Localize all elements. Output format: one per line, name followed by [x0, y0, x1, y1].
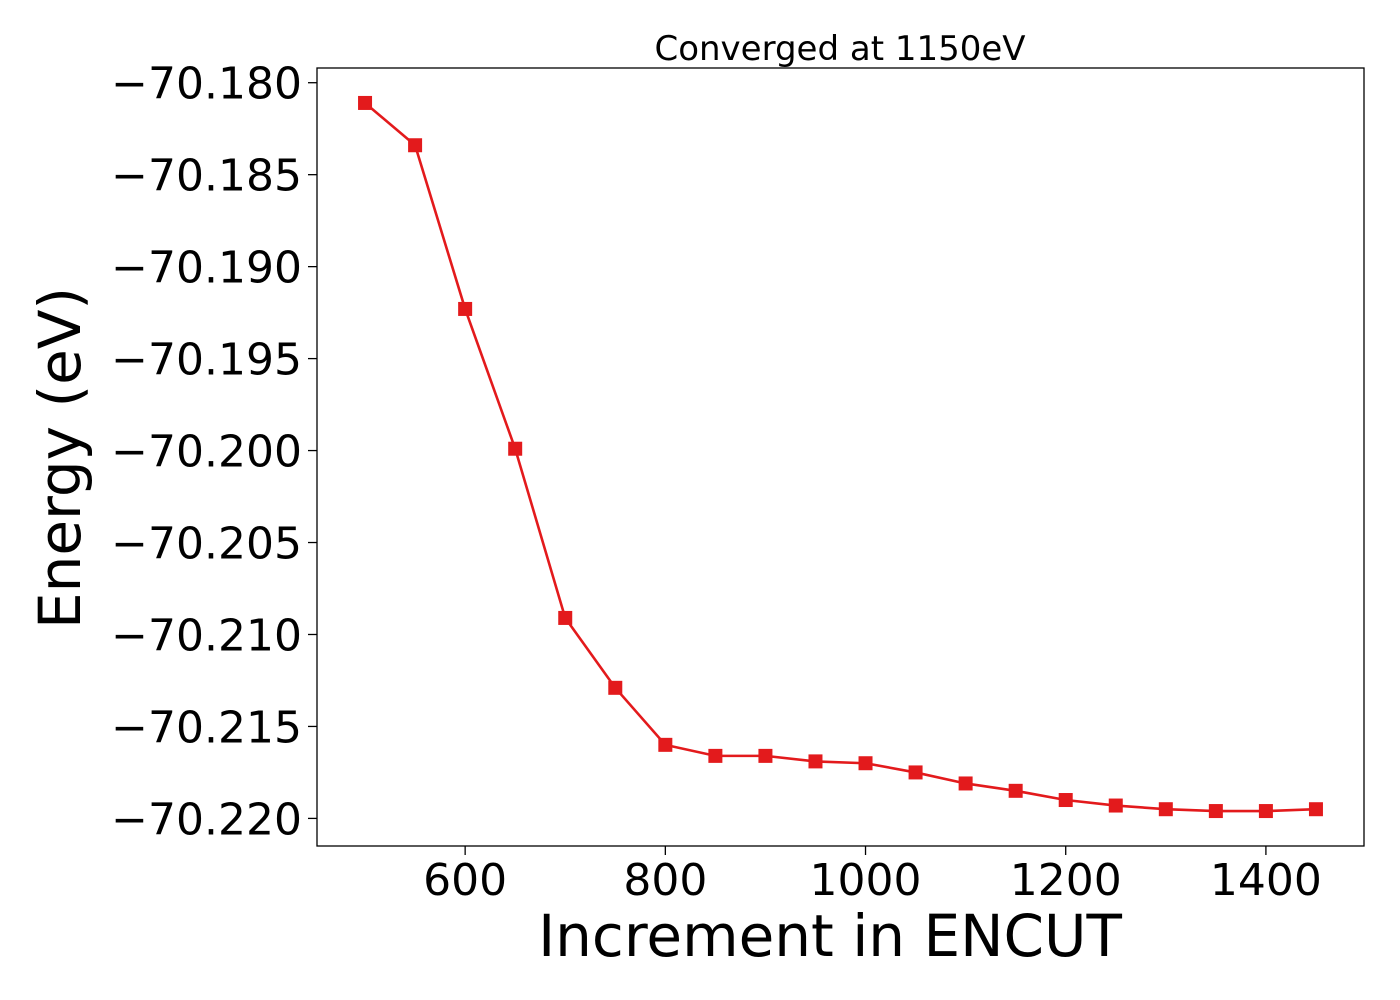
data-point: [1258, 804, 1273, 819]
x-tick-label: 1400: [1210, 855, 1322, 906]
data-point: [708, 748, 723, 763]
y-tick-label: −70.185: [111, 151, 302, 202]
data-point: [408, 138, 423, 153]
chart-title: Converged at 1150eV: [654, 29, 1025, 69]
y-tick-label: −70.190: [111, 243, 302, 294]
y-tick-label: −70.220: [111, 794, 302, 845]
plot-area: [358, 95, 1323, 819]
data-point: [1308, 802, 1323, 817]
data-point: [1208, 804, 1223, 819]
y-tick-label: −70.205: [111, 519, 302, 570]
data-point: [858, 756, 873, 771]
data-point: [508, 441, 523, 456]
x-tick-label: 600: [423, 855, 507, 906]
y-tick-label: −70.180: [111, 59, 302, 110]
data-point: [908, 765, 923, 780]
y-tick-label: −70.210: [111, 610, 302, 661]
data-point: [758, 748, 773, 763]
data-point: [1108, 798, 1123, 813]
x-tick-label: 1000: [810, 855, 922, 906]
data-point: [1008, 783, 1023, 798]
series-line: [364, 101, 1317, 813]
y-tick-label: −70.215: [111, 702, 302, 753]
data-point: [1058, 793, 1073, 808]
x-tick-label: 800: [623, 855, 707, 906]
data-point: [558, 610, 573, 625]
y-axis-label: Energy (eV): [26, 287, 94, 629]
x-tick-label: 1200: [1010, 855, 1122, 906]
data-point: [808, 754, 823, 769]
data-point: [1158, 802, 1173, 817]
data-point: [608, 680, 623, 695]
data-point: [358, 95, 373, 110]
data-point: [958, 776, 973, 791]
plot-frame: [316, 67, 1365, 847]
y-tick-label: −70.200: [111, 427, 302, 478]
y-tick-label: −70.195: [111, 335, 302, 386]
data-point: [658, 737, 673, 752]
data-point: [458, 301, 473, 316]
x-axis-label: Increment in ENCUT: [538, 902, 1122, 970]
